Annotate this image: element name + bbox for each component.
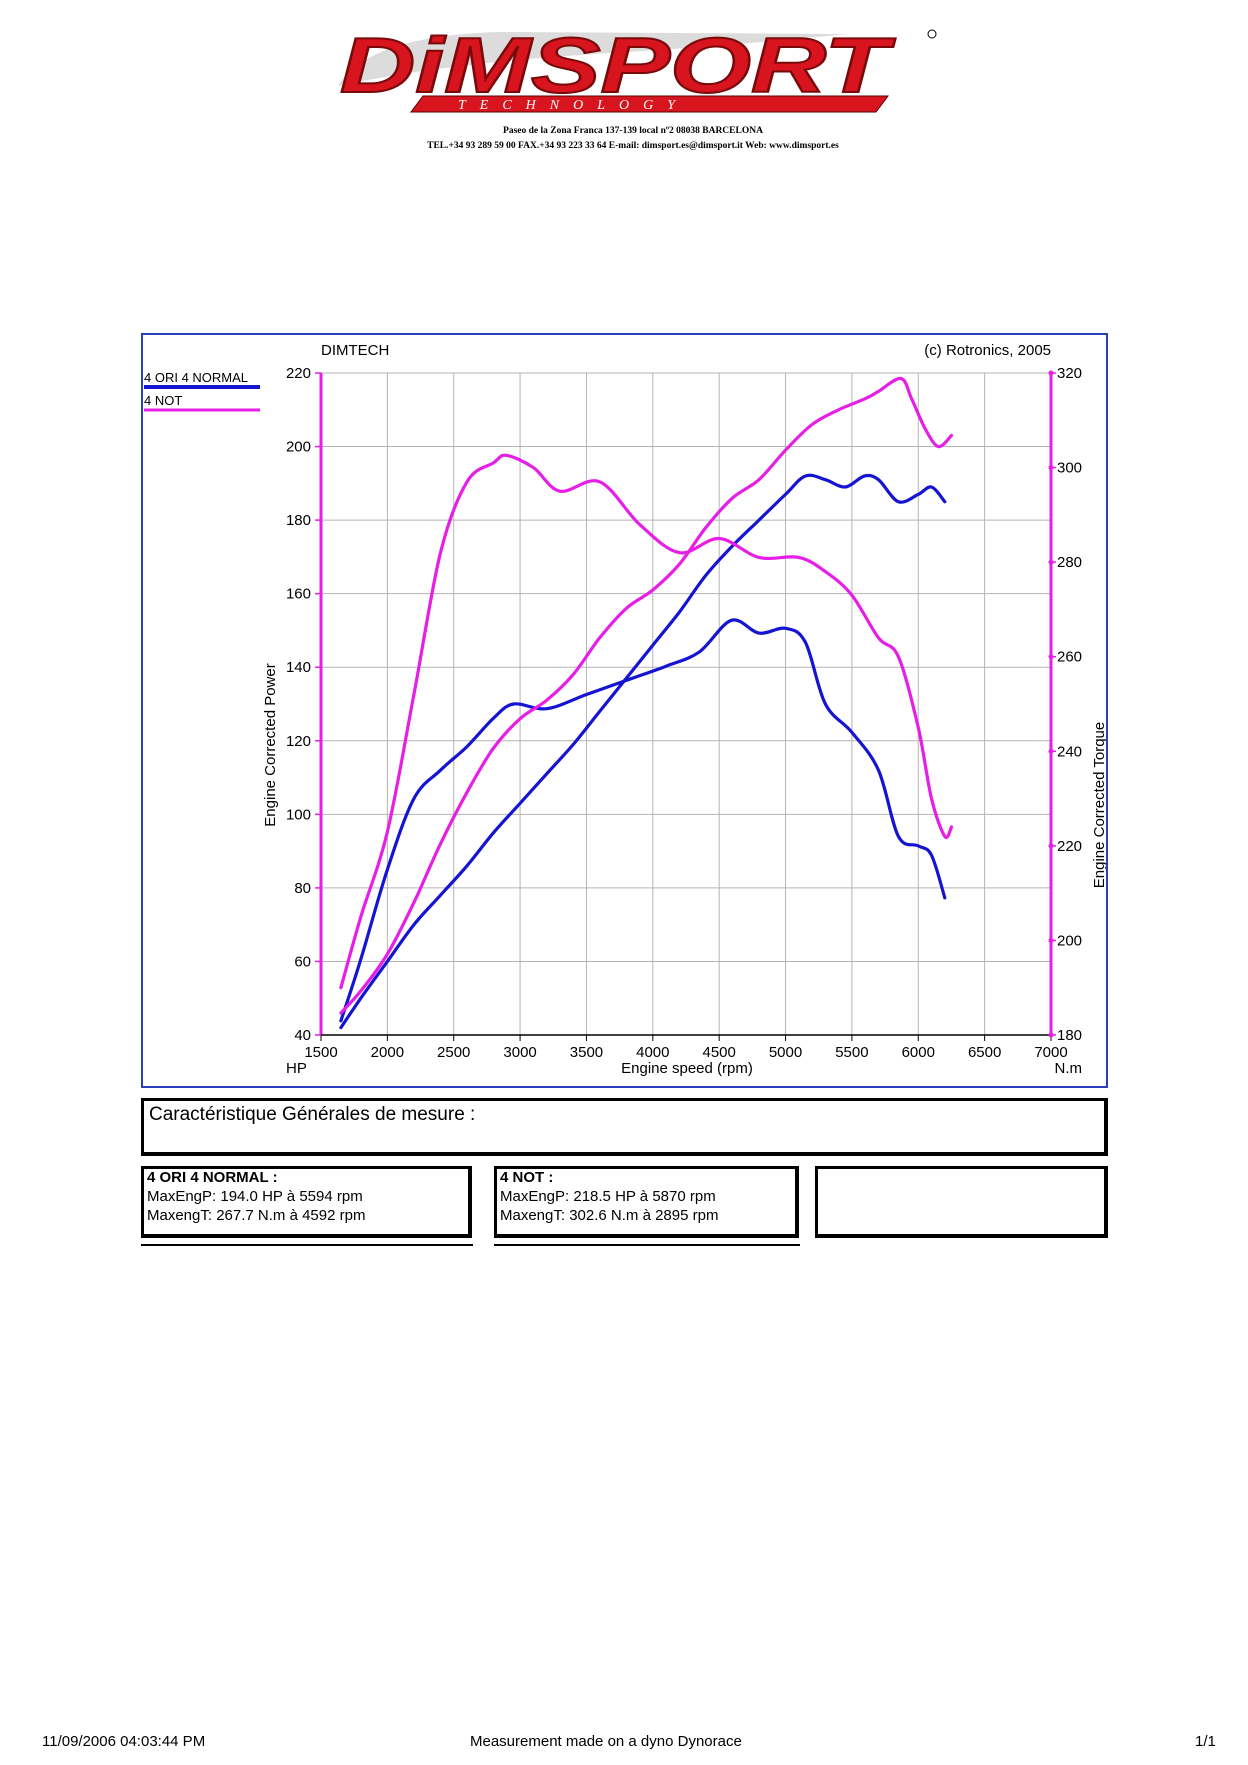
chart-ticks: 1500 2000 2500 3000 3500 4000 4500 5000 5500 6000… <box>286 365 1082 1061</box>
general-characteristics-title: Caractéristique Générales de mesure : <box>149 1104 476 1125</box>
y-left-tick-label-100: 100 <box>286 806 311 823</box>
y-axis-left-label: Engine Corrected Power <box>262 663 279 826</box>
chart-axes <box>319 373 1053 1036</box>
max-power-series-1: MaxEngP: 194.0 HP à 5594 rpm <box>147 1188 363 1205</box>
registered-mark <box>927 29 937 39</box>
result-title-series-1: 4 ORI 4 NORMAL : <box>147 1169 278 1186</box>
max-power-series-2: MaxEngP: 218.5 HP à 5870 rpm <box>500 1188 716 1205</box>
logo-swoosh <box>338 32 848 86</box>
y-right-tick-dot-200 <box>1048 937 1054 943</box>
y-left-tick-label-220: 220 <box>286 365 311 382</box>
legend-label-series-2: 4 NOT <box>144 393 182 408</box>
power-line-series-1 <box>339 473 947 1030</box>
address-line: Paseo de la Zona Franca 137-139 local nº… <box>503 126 763 136</box>
y-right-tick-dot-260 <box>1048 654 1054 660</box>
footer-page: 1/1 <box>1195 1733 1216 1750</box>
dyno-chart: 1500 2000 2500 3000 3500 4000 4500 5000 5500 6000… <box>144 342 1106 1077</box>
max-torque-series-1: MaxengT: 267.7 N.m à 4592 rpm <box>147 1207 366 1224</box>
y-right-tick-label-320: 320 <box>1057 365 1082 382</box>
legend-label-series-1: 4 ORI 4 NORMAL <box>144 370 248 385</box>
y-right-tick-label-220: 220 <box>1057 838 1082 855</box>
y-left-tick-label-120: 120 <box>286 733 311 750</box>
x-tick-label-3500: 3500 <box>570 1044 603 1061</box>
power-line-series-2 <box>339 376 954 1015</box>
result-box-series-2: 4 NOT : MaxEngP: 218.5 HP à 5870 rpm Max… <box>494 1166 799 1238</box>
x-tick-label-2500: 2500 <box>437 1044 470 1061</box>
y-left-tick-label-60: 60 <box>294 953 311 970</box>
y-left-tick-label-160: 160 <box>286 586 311 603</box>
general-characteristics-box: Caractéristique Générales de mesure : <box>141 1098 1108 1156</box>
x-tick-label-5000: 5000 <box>769 1044 802 1061</box>
x-tick-label-3000: 3000 <box>503 1044 536 1061</box>
company-header: DiMSPORT TECHNOLOGY Paseo de la Zona Fra… <box>328 26 938 161</box>
x-tick-label-7000: 7000 <box>1034 1044 1067 1061</box>
y-right-tick-dot-320 <box>1048 370 1054 376</box>
contact-line: TEL.+34 93 289 59 00 FAX.+34 93 223 33 6… <box>427 141 839 151</box>
x-tick-label-1500: 1500 <box>304 1044 337 1061</box>
chart-grid <box>320 372 1052 1036</box>
y-left-tick-label-40: 40 <box>294 1027 311 1044</box>
chart-legend: 4 ORI 4 NORMAL 4 NOT <box>144 370 260 412</box>
y-right-tick-dot-280 <box>1048 559 1054 565</box>
logo-technology-text: TECHNOLOGY <box>458 98 689 113</box>
y-right-tick-dot-220 <box>1048 843 1054 849</box>
y-left-tick-label-200: 200 <box>286 439 311 456</box>
y-right-tick-label-260: 260 <box>1057 649 1082 666</box>
y-right-tick-label-280: 280 <box>1057 554 1082 571</box>
max-torque-series-2: MaxengT: 302.6 N.m à 2895 rpm <box>500 1207 719 1224</box>
y-right-tick-dot-240 <box>1048 748 1054 754</box>
x-tick-label-5500: 5500 <box>835 1044 868 1061</box>
torque-line-series-2 <box>339 453 954 990</box>
result-box-underline-2 <box>494 1244 800 1246</box>
x-tick-label-2000: 2000 <box>371 1044 404 1061</box>
footer-datetime: 11/09/2006 04:03:44 PM <box>42 1733 206 1750</box>
y-right-tick-label-240: 240 <box>1057 743 1082 760</box>
chart-title-right: (c) Rotronics, 2005 <box>924 342 1051 359</box>
y-left-tick-label-140: 140 <box>286 659 311 676</box>
unit-left: HP <box>286 1060 307 1077</box>
torque-line-series-1 <box>339 618 947 1023</box>
y-left-tick-label-180: 180 <box>286 512 311 529</box>
x-tick-label-4500: 4500 <box>702 1044 735 1061</box>
y-axis-right-label: Engine Corrected Torque <box>1091 722 1106 889</box>
footer-note: Measurement made on a dyno Dynorace <box>470 1733 742 1750</box>
y-left-tick-label-80: 80 <box>294 880 311 897</box>
x-tick-label-6500: 6500 <box>968 1044 1001 1061</box>
result-box-underline-1 <box>141 1244 473 1246</box>
y-right-tick-label-200: 200 <box>1057 932 1082 949</box>
result-title-series-2: 4 NOT : <box>500 1169 554 1186</box>
x-tick-label-6000: 6000 <box>902 1044 935 1061</box>
y-right-tick-dot-180 <box>1048 1032 1054 1038</box>
result-box-empty <box>815 1166 1108 1238</box>
y-right-tick-dot-300 <box>1048 465 1054 471</box>
chart-title-left: DIMTECH <box>321 342 389 359</box>
unit-right: N.m <box>1055 1060 1083 1077</box>
y-right-tick-label-180: 180 <box>1057 1027 1082 1044</box>
dimsport-logo: DiMSPORT TECHNOLOGY <box>338 26 937 113</box>
logo-technology-bar <box>410 95 889 113</box>
x-tick-label-4000: 4000 <box>636 1044 669 1061</box>
result-box-series-1: 4 ORI 4 NORMAL : MaxEngP: 194.0 HP à 559… <box>141 1166 472 1238</box>
dyno-chart-frame: 1500 2000 2500 3000 3500 4000 4500 5000 5500 6000… <box>141 333 1108 1088</box>
y-right-tick-label-300: 300 <box>1057 460 1082 477</box>
x-axis-label: Engine speed (rpm) <box>621 1060 753 1077</box>
chart-series <box>339 376 954 1030</box>
